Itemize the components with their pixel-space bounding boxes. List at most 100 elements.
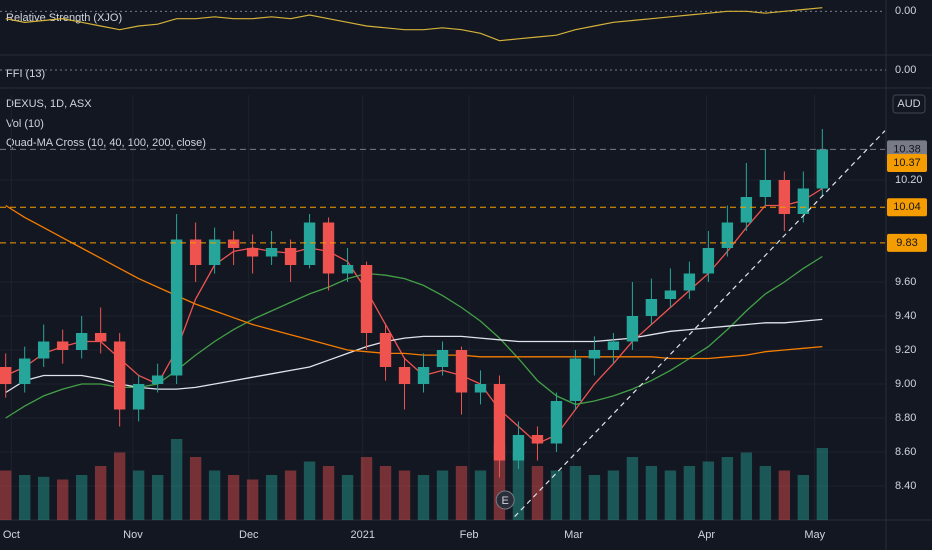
volume-bar [265,475,278,520]
candle-body [512,435,525,461]
volume-bar [607,470,620,520]
candle-body [246,248,259,257]
chart-title: DEXUS, 1D, ASX [6,98,92,110]
candle-body [816,149,829,189]
volume-bar [227,475,240,520]
y-tick-label: 9.00 [895,378,916,390]
candle-body [341,265,354,274]
candle-body [132,384,145,410]
volume-bar [588,475,601,520]
volume-bar [132,470,145,520]
volume-bar [455,466,468,520]
volume-bar [626,457,639,520]
volume-bar [436,470,449,520]
rs-tick: 0.00 [895,5,916,17]
candle-body [0,367,12,384]
ffi-title: FFI (13) [6,68,45,80]
volume-bar [18,475,31,520]
candle-body [645,299,658,316]
volume-bar [531,466,544,520]
price-line-box [887,140,927,159]
candle-body [778,180,791,214]
currency[interactable]: AUD [897,98,920,110]
volume-bar [208,470,221,520]
candle-body [797,188,810,214]
y-tick-label: 8.80 [895,412,916,424]
trendline [514,130,886,518]
candle-body [227,239,240,248]
candle-body [189,239,202,265]
candle-body [208,239,221,265]
volume-bar [94,466,107,520]
x-tick-label: Dec [239,529,259,541]
volume-bar [246,479,259,520]
candle-body [56,341,69,350]
candle-body [360,265,373,333]
candle-body [759,180,772,197]
y-tick-label: 8.60 [895,446,916,458]
volume-bar [284,470,297,520]
volume-bar [721,457,734,520]
candle-body [75,333,88,350]
volume-bar [474,470,487,520]
candle-body [170,239,183,376]
candle-body [113,341,126,410]
moving-average [5,204,823,360]
volume-bar [189,457,202,520]
volume-bar [512,452,525,520]
volume-bar [303,461,316,520]
x-tick-label: Mar [564,529,583,541]
x-tick-label: 2021 [350,529,374,541]
candle-body [493,384,506,461]
ma-label: Quad-MA Cross (10, 40, 100, 200, close) [6,137,206,149]
price-line-label: 9.83 [896,237,917,249]
x-tick-label: Feb [460,529,479,541]
candle-body [455,350,468,393]
candle-body [683,273,696,291]
y-tick-label: 8.40 [895,480,916,492]
candle-body [550,401,563,444]
volume-bar [75,475,88,520]
y-tick-label: 9.40 [895,310,916,322]
candle-body [702,248,715,274]
volume-bar [113,452,126,520]
candle-body [151,375,164,384]
candle-body [740,197,753,223]
candle-body [37,341,50,359]
candle-body [607,341,620,350]
candle-body [474,384,487,393]
volume-bar [569,466,582,520]
candle-body [284,248,297,265]
candle-body [569,358,582,401]
candle-body [721,222,734,248]
currency-box[interactable] [892,94,926,114]
candle-body [436,350,449,367]
candle-body [531,435,544,444]
y-tick-label: 10.20 [895,174,923,186]
y-tick-label: 9.20 [895,344,916,356]
volume-label: Vol (10) [6,118,44,130]
price-line-label: 10.04 [893,201,921,213]
volume-bar [493,443,506,520]
price-tag-label: 10.37 [893,157,921,169]
rs-line [5,7,823,42]
volume-bar [816,448,829,520]
candle-body [322,222,335,274]
x-tick-label: Nov [123,529,143,541]
earnings-label: E [501,495,508,507]
volume-bar [417,475,430,520]
volume-bar [322,466,335,520]
volume-bar [170,439,183,520]
candle-body [664,290,677,299]
volume-bar [702,461,715,520]
x-tick-label: Oct [3,529,20,541]
x-tick-label: May [804,529,825,541]
volume-bar [360,457,373,520]
volume-bar [778,470,791,520]
price-line-box [887,233,927,252]
candle-body [398,367,411,384]
volume-bar [550,470,563,520]
y-tick-label: 9.60 [895,276,916,288]
